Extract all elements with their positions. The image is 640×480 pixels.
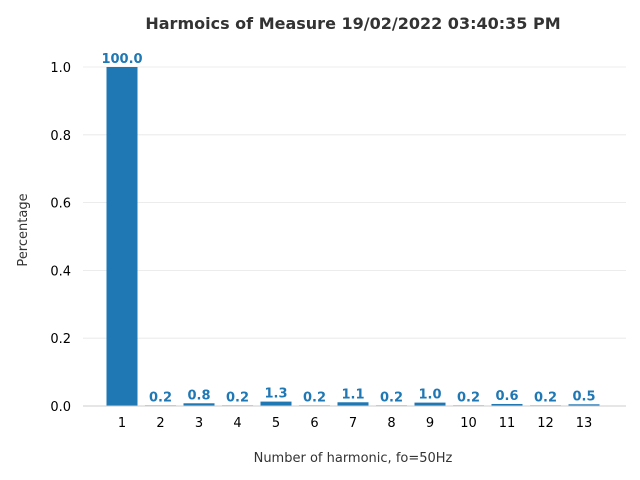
bar [568, 404, 600, 406]
x-tick-label: 5 [272, 416, 280, 431]
x-tick-label: 11 [499, 416, 516, 431]
bar-value-label: 0.2 [226, 390, 249, 405]
bar [491, 403, 523, 406]
x-tick-label: 4 [233, 416, 241, 431]
bar-layer [106, 67, 600, 406]
x-tick-label: 12 [537, 416, 554, 431]
x-tick-label: 13 [576, 416, 593, 431]
grid-layer [83, 66, 626, 407]
bar-value-label: 0.2 [149, 390, 172, 405]
x-tick-label: 8 [387, 416, 395, 431]
bar-value-label: 1.0 [418, 388, 441, 403]
y-tick-label: 0.6 [50, 197, 71, 212]
y-tick-label: 0.0 [50, 400, 71, 415]
x-axis-label: Number of harmonic, fo=50Hz [254, 451, 453, 466]
bar-value-label: 0.8 [187, 388, 210, 403]
bar [337, 402, 369, 406]
x-tick-label: 6 [310, 416, 318, 431]
x-tick-label: 3 [195, 416, 203, 431]
bar [414, 402, 446, 406]
x-tick-label: 9 [426, 416, 434, 431]
x-tick-label: 1 [118, 416, 126, 431]
bar-value-label: 1.1 [341, 387, 364, 402]
y-tick-label: 0.4 [50, 264, 71, 279]
bar [183, 403, 215, 406]
y-tick-layer: 0.0 0.2 0.4 0.6 0.8 1.0 [50, 61, 71, 415]
y-tick-label: 0.2 [50, 332, 71, 347]
bar [106, 67, 138, 406]
x-tick-label: 7 [349, 416, 357, 431]
bar-value-label: 0.2 [380, 390, 403, 405]
x-tick-label: 2 [156, 416, 164, 431]
bar-value-label: 0.6 [495, 389, 518, 404]
chart-title: Harmoics of Measure 19/02/2022 03:40:35 … [145, 14, 560, 33]
bar-value-label: 0.5 [572, 389, 595, 404]
y-tick-label: 1.0 [50, 61, 71, 76]
bar-value-label: 0.2 [457, 390, 480, 405]
bar-value-label: 1.3 [264, 387, 287, 402]
x-tick-layer: 1 2 3 4 5 6 7 8 9 10 11 12 13 [118, 416, 592, 431]
bar [260, 401, 292, 406]
bar-value-label: 0.2 [534, 390, 557, 405]
x-tick-label: 10 [460, 416, 477, 431]
y-tick-label: 0.8 [50, 129, 71, 144]
bar-value-label: 100.0 [101, 52, 142, 67]
bar-value-label: 0.2 [303, 390, 326, 405]
y-axis-label: Percentage [16, 193, 31, 266]
data-label-layer: 100.0 0.2 0.8 0.2 1.3 0.2 1.1 0.2 1.0 0.2 0.6 0.2 0.… [101, 52, 595, 405]
